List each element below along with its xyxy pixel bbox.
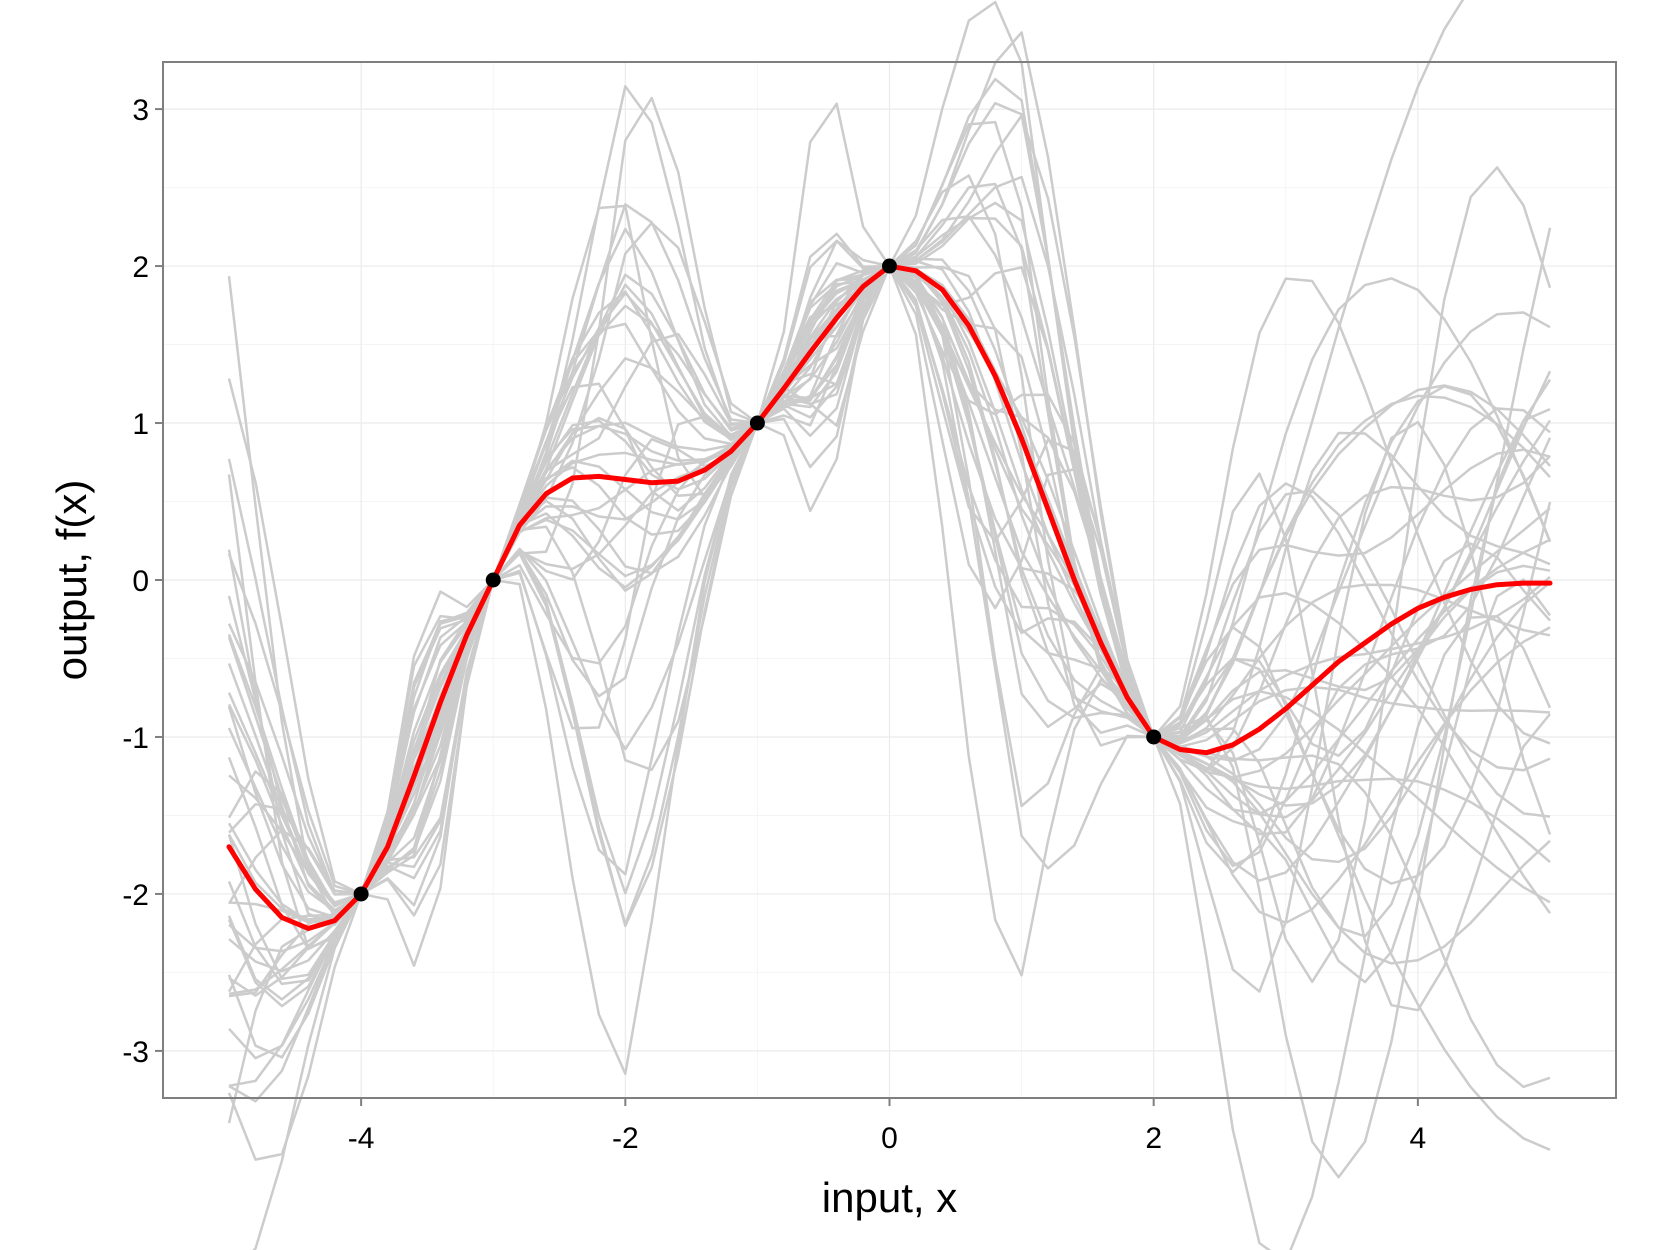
- observation-point: [882, 258, 897, 274]
- y-tick-label: -2: [122, 879, 149, 912]
- major-gridlines: [163, 62, 1616, 1098]
- x-axis-tick-labels: -4 -2 0 2 4: [348, 1122, 1426, 1155]
- x-tick-label: 2: [1145, 1122, 1162, 1155]
- y-axis-tick-labels: -3 -2 -1 0 1 2 3: [122, 94, 149, 1069]
- y-tick-label: 0: [132, 565, 149, 598]
- x-tick-label: 0: [881, 1122, 898, 1155]
- x-tick-label: -2: [612, 1122, 639, 1155]
- x-axis-title: input, x: [822, 1174, 957, 1221]
- y-axis-title: output, f(x): [48, 480, 95, 681]
- y-tick-label: -1: [122, 722, 149, 755]
- y-tick-label: 3: [132, 94, 149, 127]
- observation-point: [749, 415, 765, 431]
- x-tick-label: 4: [1410, 1122, 1427, 1155]
- observation-point: [485, 572, 501, 588]
- x-tick-label: -4: [348, 1122, 375, 1155]
- observation-point: [1146, 729, 1162, 745]
- y-tick-label: -3: [122, 1036, 149, 1069]
- axis-ticks: [155, 108, 1419, 1106]
- y-tick-label: 2: [132, 251, 149, 284]
- y-tick-label: 1: [132, 408, 149, 441]
- observation-point: [353, 886, 369, 902]
- observation-points: [353, 258, 1162, 902]
